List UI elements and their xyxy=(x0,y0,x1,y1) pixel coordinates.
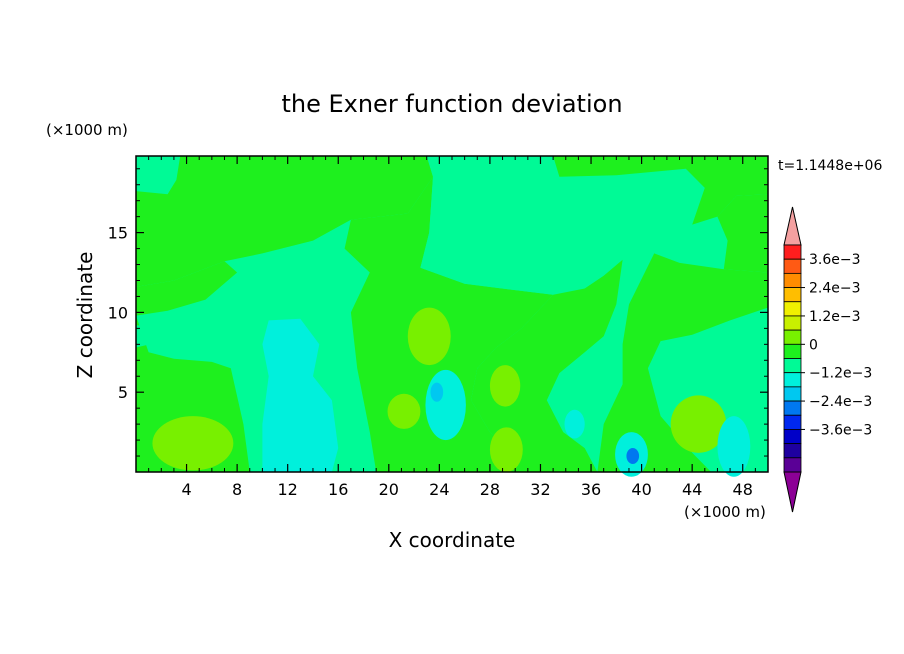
time-label: t=1.1448e+06 xyxy=(778,158,882,174)
y-tick-label: 10 xyxy=(108,303,128,322)
colorbar-swatch xyxy=(783,358,802,374)
colorbar-swatch xyxy=(783,372,802,388)
positive-blob-2 xyxy=(387,393,421,429)
negative-core-2 xyxy=(626,448,640,465)
colorbar-under-triangle xyxy=(783,471,802,513)
x-tick-label: 20 xyxy=(379,480,399,499)
negative-blob-1 xyxy=(262,318,339,472)
colorbar-swatch xyxy=(783,329,802,345)
region-right-cyan-tongue xyxy=(723,336,768,389)
positive-blob-3 xyxy=(407,307,451,366)
colorbar-swatch xyxy=(783,258,802,274)
colorbar-swatch xyxy=(783,244,802,260)
region-left-cyan-tongue xyxy=(136,325,164,348)
y-axis: 5 10 15 xyxy=(108,168,768,457)
x-tick-label: 36 xyxy=(581,480,601,499)
positive-blob-1 xyxy=(152,416,234,471)
region-right-edge-green xyxy=(717,194,768,273)
colorbar-swatch xyxy=(783,343,802,359)
colorbar-label: 1.2e−3 xyxy=(809,309,861,325)
colorbar-label: 0 xyxy=(809,337,818,353)
x-tick-label: 48 xyxy=(733,480,753,499)
y-unit-label: (×1000 m) xyxy=(46,121,128,139)
region-upper-left-cyan xyxy=(136,156,181,195)
positive-blob-4 xyxy=(489,365,521,407)
colorbar-label: 3.6e−3 xyxy=(809,252,861,268)
colorbar-label: −1.2e−3 xyxy=(809,366,872,382)
colorbar-label: −2.4e−3 xyxy=(809,394,872,410)
contour-field xyxy=(136,156,768,477)
positive-blob-5 xyxy=(489,427,523,472)
region-upper-right-cyan xyxy=(420,156,768,295)
colorbar-swatch xyxy=(783,400,802,416)
colorbar-swatch xyxy=(783,301,802,317)
colorbar-swatch xyxy=(783,315,802,331)
colorbar-swatch xyxy=(783,414,802,430)
x-tick-label: 24 xyxy=(429,480,449,499)
colorbar-swatch xyxy=(783,287,802,303)
x-tick-label: 40 xyxy=(631,480,651,499)
colorbar-swatch xyxy=(783,272,802,288)
y-tick-label: 5 xyxy=(118,383,128,402)
colorbar-over-triangle xyxy=(783,206,802,246)
colorbar-label: −3.6e−3 xyxy=(809,422,872,438)
negative-blob-3 xyxy=(564,409,585,439)
y-axis-label: Z coordinate xyxy=(73,252,97,379)
colorbar-swatch xyxy=(783,386,802,402)
y-tick-label: 15 xyxy=(108,224,128,243)
x-tick-label: 44 xyxy=(682,480,702,499)
chart-title: the Exner function deviation xyxy=(281,90,622,118)
x-tick-label: 8 xyxy=(232,480,242,499)
x-tick-label: 16 xyxy=(328,480,348,499)
negative-blob-5 xyxy=(717,416,751,477)
region-upper-green xyxy=(136,156,433,287)
colorbar: 3.6e−3 2.4e−3 1.2e−3 0 −1.2e−3 −2.4e−3 −3.6e−3 xyxy=(783,206,872,513)
x-tick-label: 28 xyxy=(480,480,500,499)
x-unit-label: (×1000 m) xyxy=(684,503,766,521)
region-lower-right-green xyxy=(597,253,768,472)
x-tick-label: 32 xyxy=(530,480,550,499)
positive-blob-6 xyxy=(670,395,727,453)
negative-core-1 xyxy=(430,382,444,402)
region-top-right-green xyxy=(527,156,768,225)
negative-blob-2 xyxy=(425,369,466,441)
x-axis-label: X coordinate xyxy=(389,528,516,552)
x-tick-label: 12 xyxy=(278,480,298,499)
colorbar-swatch xyxy=(783,429,802,445)
x-axis: 4 8 12 16 20 24 28 32 36 40 44 48 xyxy=(148,156,756,499)
colorbar-swatch xyxy=(783,443,802,459)
region-left-green xyxy=(136,261,238,316)
x-tick-label: 4 xyxy=(181,480,191,499)
region-mid-right-green xyxy=(471,259,623,472)
colorbar-label: 2.4e−3 xyxy=(809,281,861,297)
colorbar-swatch xyxy=(783,457,802,473)
